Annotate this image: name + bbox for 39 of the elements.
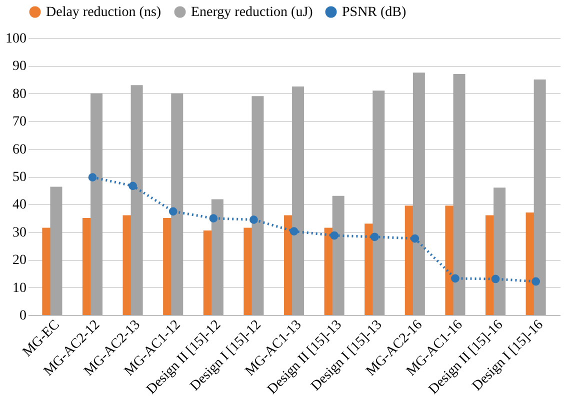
- legend-label: PSNR (dB): [342, 5, 407, 20]
- point: [532, 277, 540, 286]
- y-tick-label: 80: [12, 86, 26, 102]
- point: [128, 182, 137, 190]
- point: [370, 232, 379, 242]
- bar: [534, 80, 546, 315]
- point: [290, 227, 298, 236]
- y-tick-label: 10: [12, 280, 26, 296]
- legend-label: Delay reduction (ns): [46, 5, 162, 20]
- bar: [171, 93, 184, 315]
- y-tick-label: 40: [12, 198, 26, 213]
- bar: [494, 188, 506, 315]
- point: [250, 216, 258, 224]
- legend-label: Energy reduction (uJ): [191, 5, 314, 20]
- bar: [372, 90, 385, 315]
- bar: [332, 196, 344, 315]
- bar: [252, 96, 264, 315]
- y-tick-label: 30: [12, 225, 26, 240]
- y-tick-label: 100: [6, 32, 26, 46]
- y-tick-label: 60: [12, 142, 26, 158]
- bar: [130, 85, 143, 315]
- y-tick-label: 20: [12, 253, 26, 268]
- point: [168, 207, 178, 216]
- y-tick-label: 50: [12, 170, 26, 185]
- y-tick-label: 90: [12, 59, 26, 74]
- point: [451, 274, 460, 283]
- bar: [50, 186, 62, 315]
- y-tick-label: 70: [12, 114, 26, 130]
- bar: [90, 93, 103, 315]
- point: [209, 214, 218, 222]
- bar: [412, 72, 425, 315]
- point: [88, 173, 97, 182]
- point: [330, 231, 338, 240]
- point: [410, 234, 420, 243]
- point: [491, 274, 500, 284]
- bar: [292, 86, 304, 315]
- y-tick-label: 0: [20, 308, 26, 324]
- bar: [453, 74, 466, 315]
- bar: [211, 199, 224, 315]
